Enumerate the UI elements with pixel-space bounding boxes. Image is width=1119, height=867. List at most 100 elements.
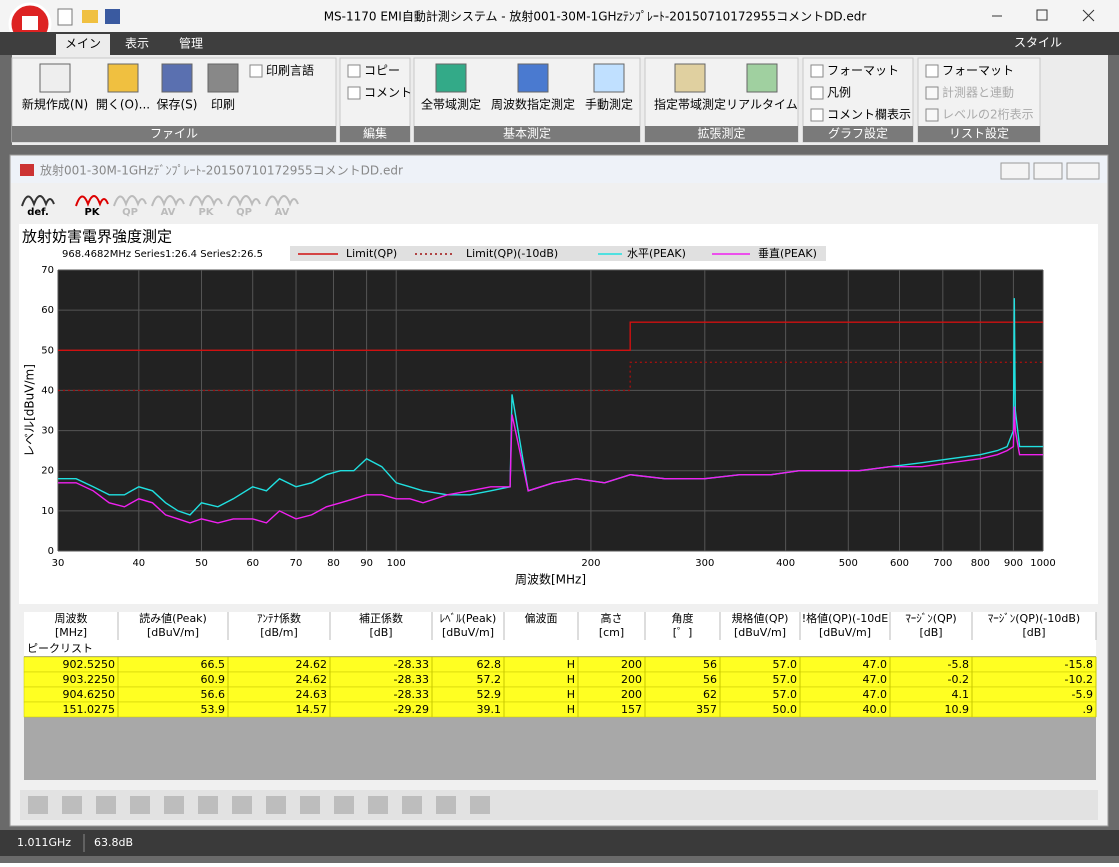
series-line <box>58 406 1043 524</box>
toolbar-icon[interactable] <box>164 796 184 814</box>
toolbar-icon[interactable] <box>130 796 150 814</box>
ribbon-icon <box>746 63 778 93</box>
qa-new[interactable] <box>57 8 73 26</box>
trace-button[interactable]: AV <box>161 207 176 218</box>
trace-button[interactable]: AV <box>275 207 290 218</box>
trace-button[interactable]: QP <box>122 207 138 218</box>
toolbar-icon[interactable] <box>402 796 422 814</box>
table-cell: 66.5 <box>201 658 226 671</box>
toolbar-icon[interactable] <box>300 796 320 814</box>
table-cell: 4.1 <box>952 688 970 701</box>
maximize[interactable] <box>1036 9 1048 21</box>
toolbar-icon[interactable] <box>96 796 116 814</box>
table-row[interactable] <box>23 686 1097 703</box>
table-row[interactable] <box>23 671 1097 688</box>
ribbon-small-button[interactable]: フォーマット <box>942 64 1014 78</box>
trace-icon[interactable] <box>75 195 109 207</box>
ribbon-button[interactable]: 保存(S) <box>157 98 198 112</box>
trace-icon[interactable] <box>227 195 261 207</box>
toolbar-icon[interactable] <box>62 796 82 814</box>
doc-close[interactable] <box>1066 162 1100 180</box>
ribbon-small-icon <box>925 64 939 78</box>
app-icon <box>22 16 38 30</box>
trace-icon[interactable] <box>151 195 185 207</box>
y-tick-label: 20 <box>41 466 54 477</box>
table-cell: 14.57 <box>296 703 328 716</box>
ribbon-small-button[interactable]: 計測器と連動 <box>942 85 1014 100</box>
ribbon-small-button[interactable]: 凡例 <box>827 86 851 100</box>
toolbar-icon[interactable] <box>232 796 252 814</box>
table-cell: 151.0275 <box>63 703 116 716</box>
plot-area <box>58 270 1043 551</box>
column-header: 規格値(QP) <box>732 611 789 625</box>
toolbar-icon[interactable] <box>198 796 218 814</box>
table-cell: 904.6250 <box>63 688 116 701</box>
ribbon-button[interactable]: 指定帯域測定 <box>654 97 726 112</box>
ribbon-button[interactable]: 周波数指定測定 <box>491 97 575 112</box>
tab[interactable]: 表示 <box>125 37 149 51</box>
column-header: [dBuV/m] <box>442 626 494 639</box>
ribbon-small-icon <box>347 64 361 78</box>
table-cell: 47.0 <box>863 688 888 701</box>
x-axis-label: 周波数[MHz] <box>515 572 586 587</box>
trace-button[interactable]: PK <box>198 207 214 218</box>
doc-minimize[interactable] <box>1000 162 1030 180</box>
x-tick-label: 80 <box>327 558 340 569</box>
trace-button[interactable]: def. <box>27 207 49 218</box>
trace-icon[interactable] <box>113 195 147 207</box>
ribbon-icon <box>435 63 467 93</box>
table-cell: 53.9 <box>201 703 226 716</box>
ribbon-group-label-bg <box>340 126 410 142</box>
toolbar-icon[interactable] <box>28 796 48 814</box>
ribbon-small-icon <box>925 86 939 100</box>
table-cell: -5.9 <box>1072 688 1093 701</box>
close[interactable] <box>1082 9 1095 22</box>
ribbon-small-button[interactable]: レベルの2桁表示 <box>942 108 1034 122</box>
qa-open[interactable] <box>82 10 98 23</box>
doc-restore[interactable] <box>1033 162 1063 180</box>
status-text: 63.8dB <box>94 836 133 849</box>
table-cell: 57.0 <box>773 688 798 701</box>
ribbon-button[interactable]: 手動測定 <box>585 97 633 112</box>
table-cell: .9 <box>1083 703 1094 716</box>
ribbon-small-button[interactable]: コメント欄表示 <box>827 107 911 122</box>
table-row[interactable] <box>23 656 1097 673</box>
toolbar-icon[interactable] <box>266 796 286 814</box>
ribbon-small-button[interactable]: コメント <box>364 86 412 100</box>
toolbar-icon[interactable] <box>368 796 388 814</box>
ribbon-button[interactable]: 全帯域測定 <box>421 97 481 112</box>
tab[interactable]: 管理 <box>179 36 203 51</box>
ribbon-small-icon <box>810 64 824 78</box>
table-row[interactable] <box>23 701 1097 718</box>
y-tick-label: 0 <box>48 546 54 557</box>
column-header: [dB] <box>1022 626 1045 639</box>
ribbon-button[interactable]: 印刷 <box>211 98 235 112</box>
table-cell: -15.8 <box>1065 658 1093 671</box>
ribbon-button[interactable]: 新規作成(N) <box>22 97 88 112</box>
x-tick-label: 900 <box>1004 558 1023 569</box>
column-header: 読み値(Peak) <box>139 611 207 625</box>
tab[interactable]: メイン <box>65 37 101 51</box>
ribbon-icon <box>107 63 139 93</box>
trace-button[interactable]: QP <box>236 207 252 218</box>
toolbar-icon[interactable] <box>470 796 490 814</box>
table-cell: 56 <box>703 658 717 671</box>
trace-icon[interactable] <box>21 195 55 207</box>
trace-button[interactable]: PK <box>84 207 100 218</box>
table-cell: 200 <box>621 658 642 671</box>
trace-icon[interactable] <box>189 195 223 207</box>
style-menu[interactable]: スタイル <box>1014 36 1062 50</box>
x-tick-label: 90 <box>360 558 373 569</box>
ribbon-small-button[interactable]: 印刷言語 <box>266 63 314 78</box>
toolbar-icon[interactable] <box>436 796 456 814</box>
ribbon-group-label-bg <box>645 126 798 142</box>
ribbon-button[interactable]: リアルタイム <box>726 98 798 112</box>
ribbon-small-button[interactable]: コピー <box>364 64 400 78</box>
ribbon-button[interactable]: 開く(O)... <box>96 98 150 112</box>
qa-save[interactable] <box>105 9 120 24</box>
table-cell: 56 <box>703 673 717 686</box>
ribbon-small-button[interactable]: フォーマット <box>827 64 899 78</box>
trace-icon[interactable] <box>265 195 299 207</box>
toolbar-icon[interactable] <box>334 796 354 814</box>
series-line <box>58 298 1043 516</box>
